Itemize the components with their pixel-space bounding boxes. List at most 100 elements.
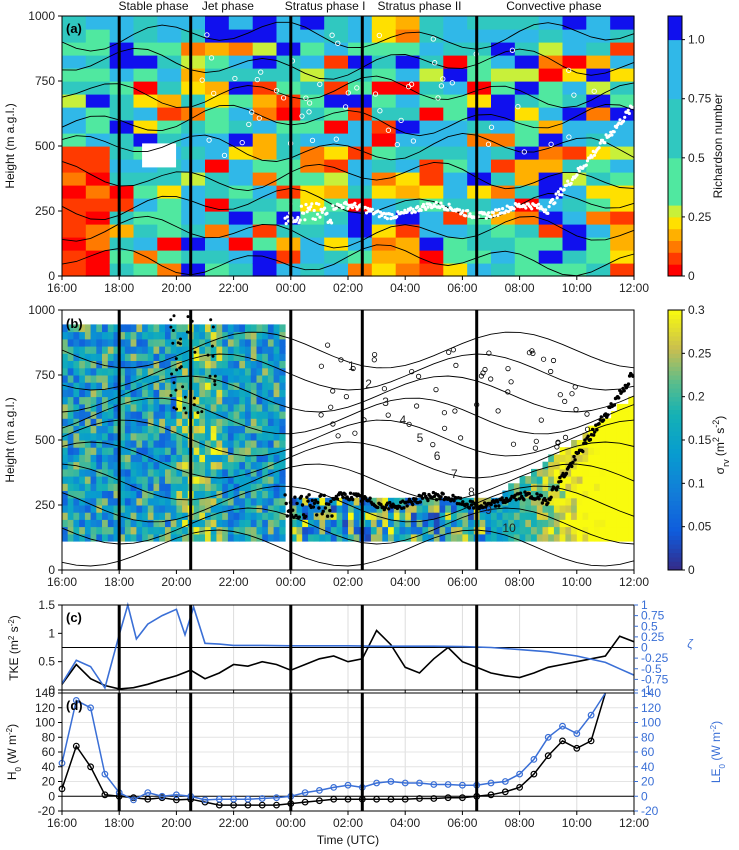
bl-open-dot [538, 417, 544, 423]
sigma-cell [622, 490, 629, 499]
ri-cell [443, 68, 468, 82]
sigma-cell [273, 461, 280, 470]
sigma-cell [216, 389, 223, 398]
sigma-cell [628, 533, 635, 542]
ri-cell [562, 68, 587, 82]
ri-open-dot [256, 115, 262, 121]
sigma-cell [531, 497, 538, 506]
ri-cell [85, 159, 111, 173]
ri-contour [61, 21, 635, 52]
le0-marker [487, 779, 495, 787]
sigma-cell [525, 533, 532, 542]
ri-cell [538, 250, 564, 264]
sigma-cell [273, 476, 280, 484]
sigma-cell [605, 425, 612, 434]
sigma-cell [113, 533, 120, 542]
sigma-cell [519, 497, 526, 506]
ri-colorbar-segment [668, 110, 682, 123]
h0-marker [344, 795, 352, 803]
ri-cell [562, 263, 587, 277]
sigma-cell [348, 497, 355, 506]
bl-open-dot [352, 430, 358, 436]
ri-cell [467, 263, 492, 277]
bl-dot [192, 396, 196, 400]
sigma-cell [170, 483, 177, 491]
sigma-cell [165, 454, 172, 463]
sigma-cell [119, 331, 126, 340]
sigma-cell [165, 497, 172, 506]
sigma-cell [176, 533, 183, 542]
sigma-cell [353, 519, 360, 528]
sigma-cell [496, 533, 503, 542]
bl-dot [312, 501, 317, 505]
sigma-colorbar-segment [668, 375, 682, 380]
ri-dot [382, 211, 386, 215]
sigma-cell [273, 533, 280, 542]
ri-open-dot [317, 81, 323, 87]
sigma-cell [170, 411, 177, 419]
ri-cell [324, 224, 349, 238]
sigma-cell [250, 454, 257, 463]
sigma-cell [336, 512, 343, 520]
sigma-cell [622, 519, 629, 528]
bl-dot [584, 441, 588, 445]
sigma-cell [422, 497, 429, 506]
sigma-cell [130, 512, 137, 520]
sigma-cell [136, 411, 143, 419]
sigma-cell [462, 519, 469, 528]
sigma-cell [599, 512, 606, 520]
sigma-cell [245, 461, 252, 470]
sigma-cell [102, 447, 109, 455]
ri-cell [300, 81, 325, 95]
sigma-colorbar-segment [668, 366, 682, 372]
sigma-cell [130, 476, 137, 484]
le0-marker [144, 789, 152, 796]
c-right-tick-label: -0.25 [641, 651, 669, 665]
sigma-cell [336, 519, 343, 528]
sigma-cell [233, 353, 240, 361]
sigma-cell [199, 324, 206, 333]
bl-open-dot [381, 386, 387, 392]
sigma-cell [233, 324, 240, 333]
sigma-cell [147, 490, 154, 499]
bl-dot [451, 493, 455, 498]
ri-cell [419, 250, 444, 264]
sigma-cell [525, 526, 532, 535]
sigma-cell [353, 526, 360, 535]
sigma-cell [147, 418, 154, 426]
ri-cell [324, 68, 349, 82]
sigma-cell [559, 483, 566, 491]
sigma-cell [250, 461, 257, 470]
ri-open-dot [385, 127, 392, 133]
sigma-cell [136, 476, 143, 484]
sigma-cell [119, 375, 126, 383]
ri-cell [514, 211, 540, 225]
sigma-cell [102, 324, 109, 333]
sigma-cell [90, 505, 97, 513]
sigma-cell [84, 497, 92, 506]
sigma-cell [136, 375, 143, 383]
ri-cell [133, 172, 158, 186]
ri-dot [346, 206, 350, 210]
ri-cell [514, 159, 540, 173]
x-tick-label: 20:00 [161, 575, 191, 589]
ri-cell [228, 250, 254, 264]
ri-cell [157, 107, 182, 121]
sigma-cell [170, 331, 177, 340]
bl-dot [467, 506, 472, 510]
ri-cell [562, 42, 587, 56]
sigma-cell [124, 432, 132, 441]
sigma-cell [262, 396, 269, 405]
bl-dot [388, 500, 392, 505]
sigma-cell [319, 505, 326, 513]
ri-dot [512, 207, 516, 211]
ri-colorbar-label: 0.25 [688, 210, 712, 224]
sigma-cell [616, 519, 623, 528]
sigma-cell [79, 382, 86, 390]
sigma-cell [273, 331, 280, 340]
sigma-cell [479, 533, 486, 542]
ri-cell [514, 29, 540, 43]
bl-open-dot [530, 350, 536, 356]
ri-open-dot [306, 109, 312, 115]
